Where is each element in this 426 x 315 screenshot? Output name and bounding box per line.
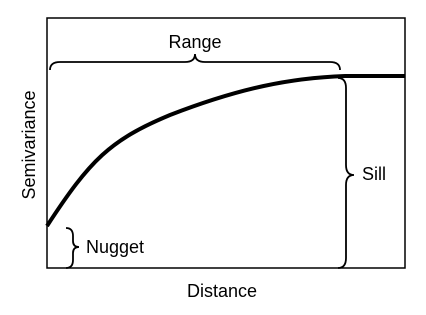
sill-label: Sill (362, 164, 386, 184)
range-brace (49, 53, 341, 71)
semivariogram-curve (45, 74, 405, 228)
nugget-label: Nugget (86, 237, 144, 257)
x-axis-label: Distance (187, 281, 257, 301)
plot-frame (46, 17, 406, 269)
y-axis-label: Semivariance (19, 90, 39, 199)
nugget-brace (65, 227, 80, 269)
range-label: Range (168, 32, 221, 52)
sill-brace (337, 77, 355, 269)
